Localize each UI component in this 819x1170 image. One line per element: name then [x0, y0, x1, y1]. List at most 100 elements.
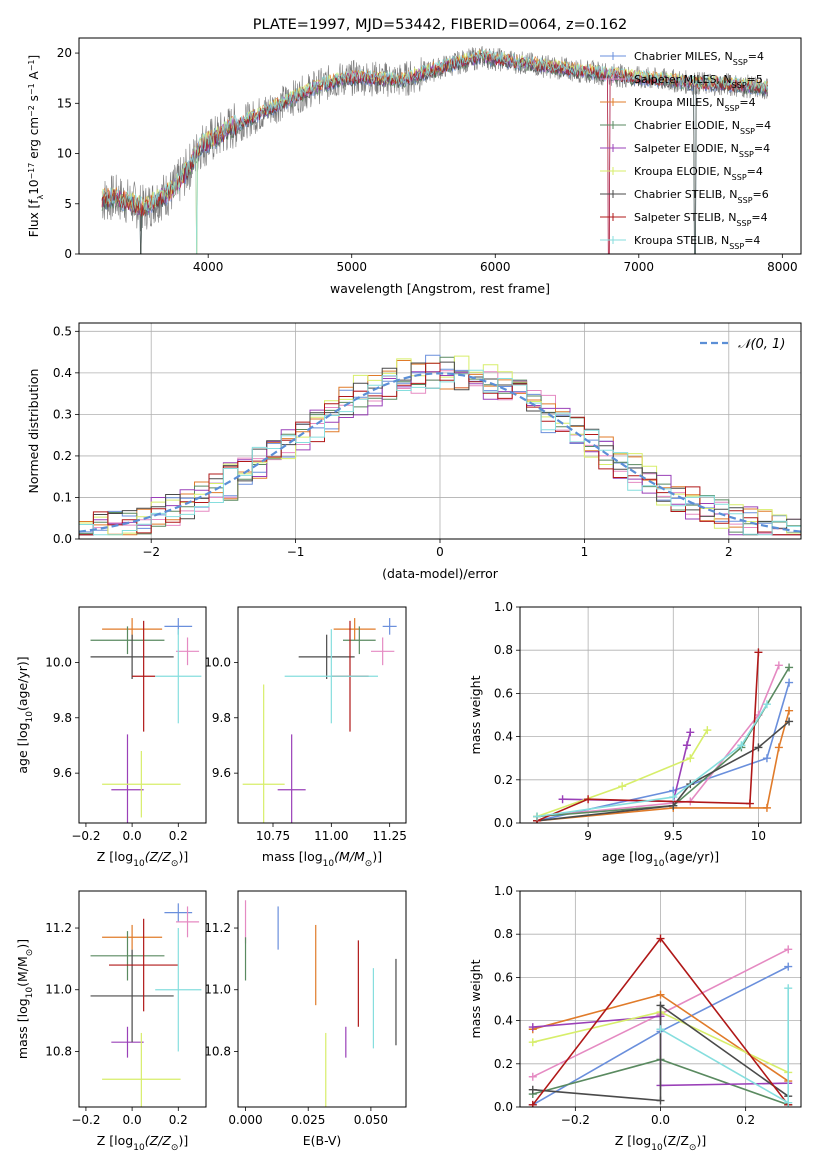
x-tick-label: 2	[725, 545, 733, 559]
legend-label-kroupa_elodie-part: =4	[747, 165, 763, 178]
mass_vs_Z-xlabel-part: )]	[178, 1133, 188, 1148]
y-tick-label: 10.0	[45, 655, 72, 669]
legend-label-chab_stelib-part: =6	[753, 188, 769, 201]
legend-label-chab_miles-part: SSP	[733, 58, 748, 67]
age_vs_mass-frame	[237, 606, 407, 824]
residuals-panel: −2 −1 0 1 2 0.0 0.1 0.2 0.3 0.4 0.5 (data-model)/er…	[26, 322, 802, 581]
x-tick-label: 7000	[624, 260, 655, 274]
weight-marker-salp_miles	[774, 661, 783, 670]
weight-marker-chab_stelib	[785, 717, 794, 726]
age_vs_mass-xlabel: mass [log10(M/M⊙)]	[262, 849, 382, 869]
weight_vs_age-xlabel: age [log10(age/yr)]	[602, 849, 719, 869]
spectrum-ylabel: Flux [fλ10−17 erg cm−2 s−1 A−1]	[27, 55, 45, 237]
y-tick-label: 9.8	[212, 711, 231, 725]
y-tick-label: 11.2	[204, 921, 231, 935]
age_vs_mass-points	[242, 618, 397, 823]
spectrum-ylabel-part: −1	[27, 83, 36, 95]
age_vs_mass-xlabel-part: ⊙	[365, 859, 373, 869]
weight-line-chab_stelib	[532, 1003, 789, 1102]
legend-label-salp_miles-part: Salpeter MILES, N	[634, 73, 732, 86]
legend-label-salp_stelib: Salpeter STELIB, NSSP=4	[634, 211, 768, 228]
y-tick-label: 0.6	[494, 970, 513, 984]
weight_vs_Z-xlabel: Z [log10(Z/Z⊙)]	[615, 1133, 706, 1153]
mass_vs_Z-ylabel-part: mass [log	[15, 998, 30, 1059]
y-tick-label: 0.2	[494, 1057, 513, 1071]
mass_vs_Z-frame	[78, 890, 207, 1108]
x-tick-label: 0.025	[291, 1113, 325, 1127]
mass_vs_ebv-xlabel: E(B-V)	[303, 1133, 342, 1148]
weight_vs_Z-panel: −0.2 0.0 0.2 0.0 0.2 0.4 0.6 0.8 1.0 Z [log10(Z/Z…	[468, 884, 802, 1153]
legend-label-chab_elodie: Chabrier ELODIE, NSSP=4	[634, 119, 771, 136]
x-tick-label: 9.5	[664, 829, 683, 843]
weight_vs_Z-xlabel-part: Z [log	[615, 1133, 651, 1148]
mass_vs_ebv-frame	[237, 890, 407, 1108]
age_vs_mass-xlabel-part: (M/M	[334, 849, 365, 864]
histogram-kroupa_stelib	[79, 369, 801, 536]
mass_vs_ebv-panel: 0.000 0.025 0.050 10.8 11.0 11.2 E(B-V)	[204, 890, 407, 1148]
residuals-ylabel: Normed distribution	[26, 369, 41, 494]
x-tick-label: 8000	[767, 260, 798, 274]
spectrum-ylabel-part: −17	[27, 163, 36, 180]
legend-label-salp_stelib-part: =4	[751, 211, 767, 224]
x-tick-label: 0.0	[123, 1113, 142, 1127]
legend-label-kroupa_elodie: Kroupa ELODIE, NSSP=4	[634, 165, 763, 182]
legend-label-chab_miles-part: =4	[748, 50, 764, 63]
mass_vs_Z-points	[90, 903, 202, 1107]
weight-marker-chab_stelib	[656, 1096, 665, 1105]
spectrum-ylabel-part: −1	[27, 59, 36, 71]
age_vs_Z-ylabel-part: age [log	[15, 722, 30, 773]
spectrum-title: PLATE=1997, MJD=53442, FIBERID=0064, z=0…	[253, 17, 627, 33]
age_vs_Z-frame	[78, 606, 207, 824]
y-tick-label: 0.3	[53, 407, 72, 421]
weight-marker-chab_miles	[784, 962, 793, 971]
age_vs_Z-ylabel: age [log10(age/yr)]	[15, 656, 35, 773]
spectrum-ylabel-part: ]	[27, 55, 41, 60]
weight-marker-salp_stelib	[528, 1100, 537, 1107]
histogram-lines	[79, 354, 801, 536]
x-tick-label: 0.2	[169, 829, 188, 843]
legend-label-chab_elodie-part: =4	[755, 119, 771, 132]
y-tick-label: 1.0	[494, 600, 513, 614]
weight-marker-kroupa_miles	[774, 743, 783, 752]
spectrum-ylabel-part: A	[27, 70, 41, 83]
residuals-frame	[78, 322, 802, 540]
weight-marker-kroupa_elodie	[528, 1038, 537, 1047]
y-tick-label: 10	[57, 147, 72, 161]
weight-marker-kroupa_miles	[762, 803, 771, 812]
y-tick-label: 1.0	[494, 884, 513, 898]
age_vs_mass-xlabel-part: )]	[372, 849, 382, 864]
x-tick-label: −1	[287, 545, 305, 559]
legend-label-chab_elodie-part: Chabrier ELODIE, N	[634, 119, 740, 132]
weight-marker-kroupa_stelib	[784, 984, 793, 993]
y-tick-label: 0.6	[494, 686, 513, 700]
y-tick-label: 0.8	[494, 927, 513, 941]
x-tick-label: 0.000	[228, 1113, 262, 1127]
x-tick-label: 0.0	[123, 829, 142, 843]
weight-marker-salp_elodie	[558, 795, 567, 804]
age_vs_Z-ylabel-part: (age/yr)]	[15, 656, 30, 711]
spectrum-ylabel-part: −2	[27, 105, 36, 117]
mass_vs_Z-ylabel-part: (M/M	[15, 956, 30, 987]
residuals-xlabel: (data-model)/error	[382, 566, 499, 581]
legend-label-salp_stelib-part: Salpeter STELIB, N	[634, 211, 736, 224]
y-tick-label: 20	[57, 46, 72, 60]
weight-marker-salp_elodie	[682, 741, 691, 750]
weight_vs_Z-frame	[519, 890, 802, 1108]
weight_vs_Z-xlabel-part: )]	[696, 1133, 706, 1148]
weight_vs_Z-xlabel-part: ⊙	[689, 1143, 697, 1153]
weight-marker-kroupa_stelib	[533, 812, 542, 821]
mass_vs_Z-xlabel-part: Z [log	[97, 1133, 133, 1148]
y-tick-label: 9.6	[212, 766, 231, 780]
weight-marker-kroupa_elodie	[703, 726, 712, 735]
age_vs_mass-xlabel-part: 10	[323, 859, 335, 869]
y-tick-label: 11.0	[45, 983, 72, 997]
weight-marker-salp_elodie	[686, 728, 695, 737]
legend-label-chab_stelib-part: Chabrier STELIB, N	[634, 188, 738, 201]
weight-marker-chab_stelib	[528, 1085, 537, 1094]
weight-marker-kroupa_miles	[785, 706, 794, 715]
weight_vs_Z-xlabel-part: 10	[651, 1143, 663, 1153]
weight-marker-kroupa_stelib	[784, 1098, 793, 1107]
y-tick-label: 11.2	[45, 921, 72, 935]
weight-marker-kroupa_stelib	[656, 1025, 665, 1034]
